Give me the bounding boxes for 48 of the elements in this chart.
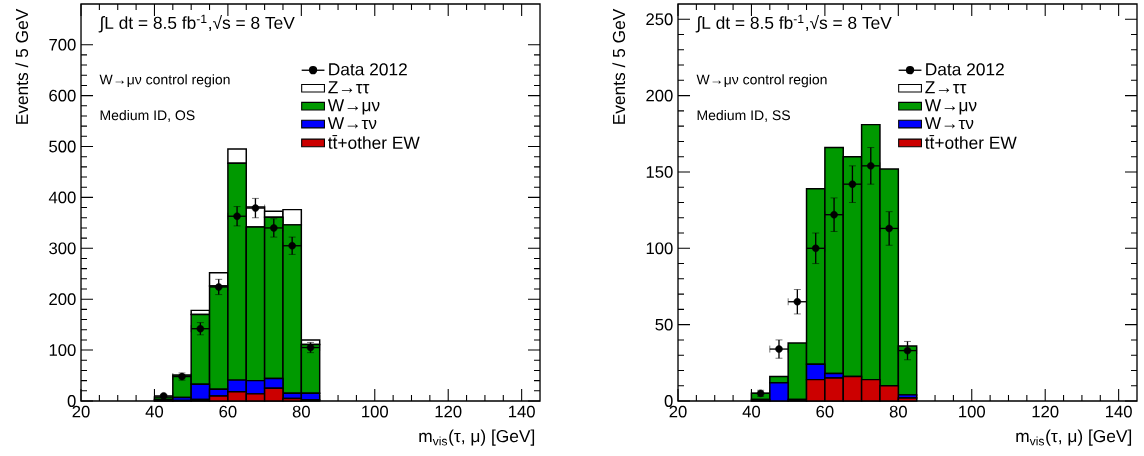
y-tick-label: 600 [49, 89, 76, 102]
x-tick-label: 40 [742, 405, 761, 418]
y-tick-label: 500 [49, 140, 76, 153]
annotation: Medium ID, SS [697, 109, 790, 122]
x-tick-label: 80 [889, 405, 907, 418]
x-tick-label: 120 [1032, 405, 1059, 418]
x-axis-title: m$_{vis}$(τ, μ) [GeV] [1016, 429, 1132, 446]
y-tick-label: 200 [646, 89, 673, 102]
x-tick-label: 140 [1106, 405, 1132, 418]
annotation: Medium ID, OS [100, 109, 195, 122]
x-tick-label: 20 [72, 405, 90, 418]
legend-label: Data 2012 [329, 63, 407, 76]
legend-label: tt̄+other EW [925, 135, 1017, 149]
y-tick-label: 0 [664, 395, 673, 407]
x-tick-label: 80 [292, 405, 310, 418]
x-tick-label: 100 [362, 405, 389, 418]
annotation: W→μν control region [99, 74, 230, 88]
x-tick-label: 60 [816, 405, 834, 418]
y-tick-label: 150 [646, 166, 673, 178]
x-tick-label: 60 [219, 405, 237, 418]
y-tick-label: 250 [646, 13, 673, 26]
legend-label: W→τν [924, 117, 974, 130]
y-tick-label: 100 [49, 344, 76, 356]
y-tick-label: 700 [49, 38, 76, 51]
y-axis-title: Events / 5 GeV [15, 8, 29, 124]
x-tick-label: 40 [145, 405, 164, 418]
legend-label: Z→ττ [925, 81, 967, 94]
x-axis-title: m$_{vis}$(τ, μ) [GeV] [419, 429, 535, 446]
legend-label: tt̄+other EW [328, 135, 420, 149]
annotation: ∫L dt = 8.5 fb$^{-1}$,√s = 8 TeV [695, 14, 892, 33]
legend-label: W→μν [924, 99, 977, 115]
legend-label: Z→ττ [328, 81, 370, 94]
y-tick-label: 50 [655, 318, 673, 331]
y-tick-label: 100 [646, 242, 673, 255]
x-tick-label: 20 [669, 405, 687, 418]
y-tick-label: 300 [49, 242, 76, 255]
legend-label: W→τν [327, 117, 377, 130]
x-tick-label: 140 [509, 405, 535, 418]
annotation: ∫L dt = 8.5 fb$^{-1}$,√s = 8 TeV [98, 14, 295, 33]
y-tick-label: 400 [48, 191, 76, 204]
legend-label: Data 2012 [926, 63, 1004, 76]
y-tick-label: 200 [49, 293, 76, 306]
y-tick-label: 0 [67, 395, 76, 407]
x-tick-label: 100 [959, 405, 986, 418]
legend-label: W→μν [327, 99, 380, 115]
x-tick-label: 120 [435, 405, 462, 418]
annotation: W→μν control region [696, 74, 827, 88]
y-axis-title: Events / 5 GeV [612, 8, 626, 124]
